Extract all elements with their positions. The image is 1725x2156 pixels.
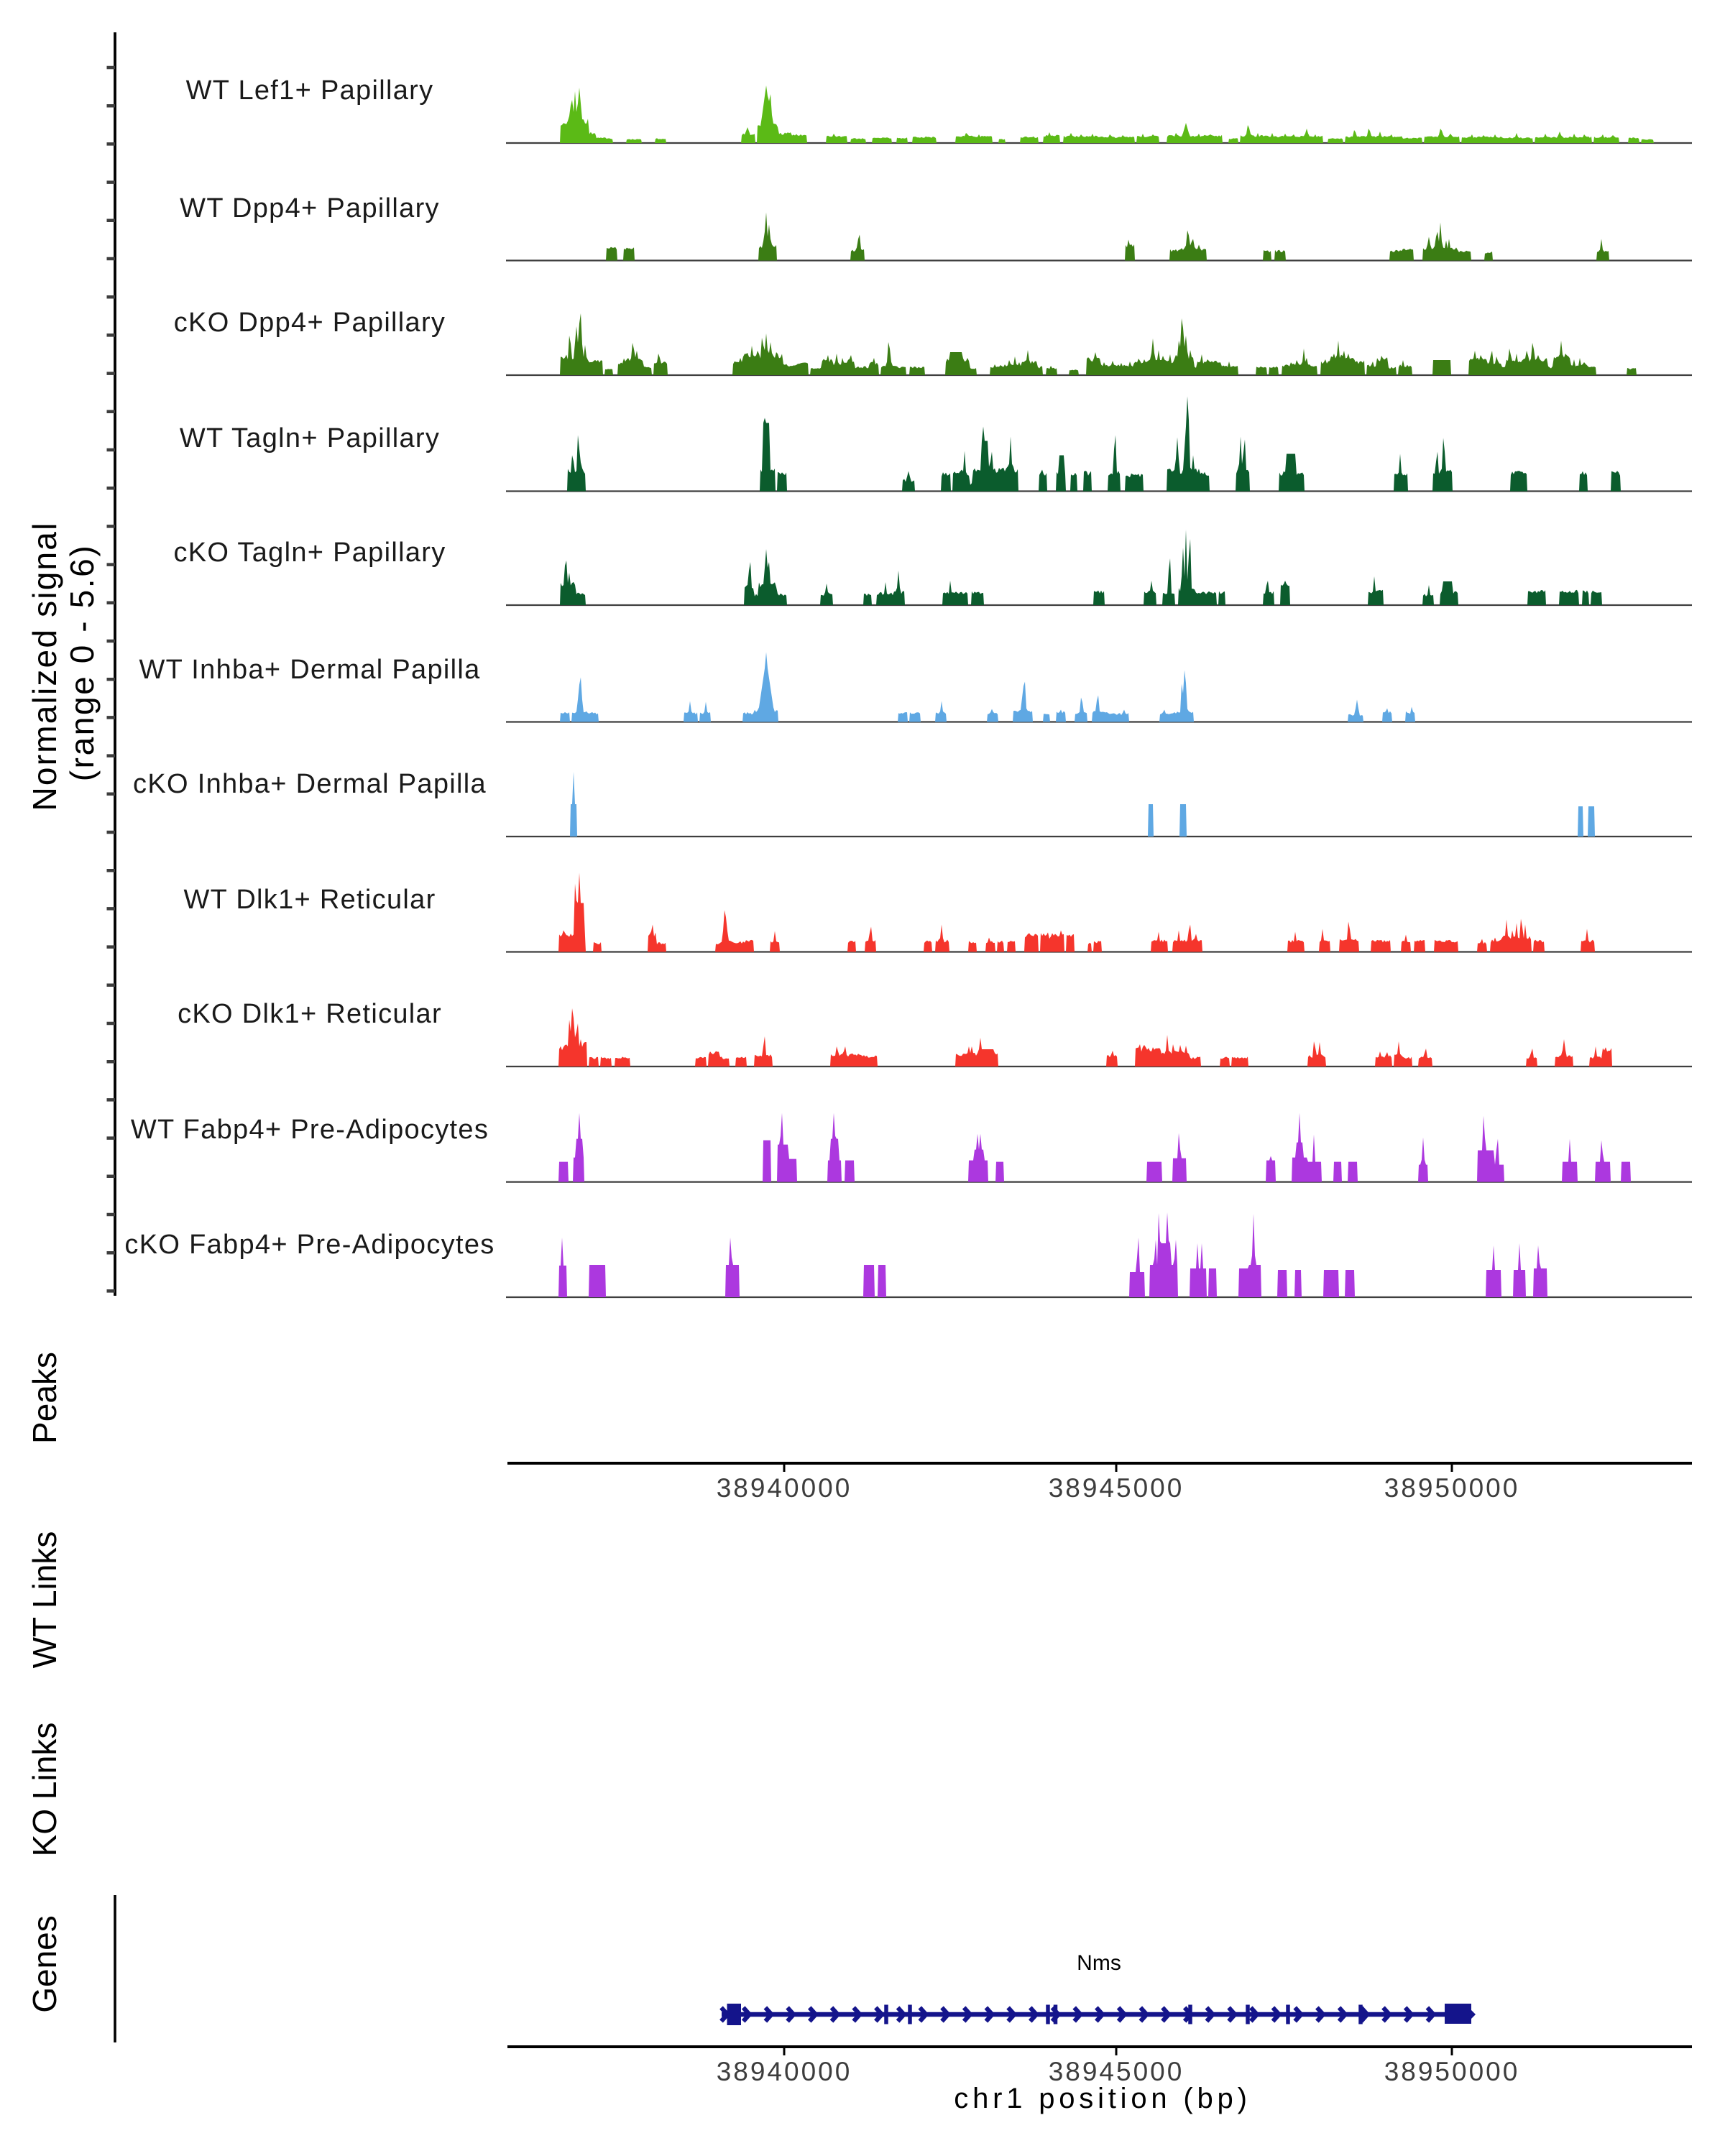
- svg-text:chr1 position (bp): chr1 position (bp): [954, 2083, 1251, 2114]
- svg-text:WT Links: WT Links: [26, 1531, 63, 1669]
- svg-text:cKO Dlk1+ Reticular: cKO Dlk1+ Reticular: [178, 999, 442, 1029]
- svg-text:cKO Inhba+ Dermal Papilla: cKO Inhba+ Dermal Papilla: [133, 769, 487, 799]
- svg-text:38940000: 38940000: [717, 1473, 852, 1503]
- svg-text:KO Links: KO Links: [26, 1723, 63, 1857]
- svg-text:38950000: 38950000: [1384, 2057, 1520, 2086]
- svg-text:WT Dpp4+ Papillary: WT Dpp4+ Papillary: [180, 193, 440, 224]
- svg-text:Nms: Nms: [1077, 1951, 1121, 1975]
- svg-text:38945000: 38945000: [1049, 1473, 1184, 1503]
- svg-text:cKO Tagln+ Papillary: cKO Tagln+ Papillary: [173, 538, 446, 568]
- svg-text:WT Lef1+ Papillary: WT Lef1+ Papillary: [186, 75, 434, 106]
- svg-text:WT Inhba+ Dermal Papilla: WT Inhba+ Dermal Papilla: [139, 655, 480, 685]
- svg-text:Genes: Genes: [26, 1915, 63, 2013]
- svg-text:38950000: 38950000: [1384, 1473, 1520, 1503]
- svg-text:(range 0 - 5.6): (range 0 - 5.6): [63, 544, 101, 781]
- svg-text:cKO Fabp4+ Pre-Adipocytes: cKO Fabp4+ Pre-Adipocytes: [124, 1230, 494, 1260]
- svg-text:Peaks: Peaks: [26, 1352, 63, 1444]
- svg-text:WT Fabp4+ Pre-Adipocytes: WT Fabp4+ Pre-Adipocytes: [131, 1115, 489, 1145]
- svg-text:WT Tagln+ Papillary: WT Tagln+ Papillary: [180, 423, 440, 453]
- svg-text:38940000: 38940000: [717, 2057, 852, 2086]
- svg-text:cKO Dpp4+ Papillary: cKO Dpp4+ Papillary: [174, 308, 446, 338]
- svg-text:Normalized signal: Normalized signal: [26, 522, 63, 811]
- svg-text:38945000: 38945000: [1049, 2057, 1184, 2086]
- svg-text:WT Dlk1+ Reticular: WT Dlk1+ Reticular: [183, 885, 436, 915]
